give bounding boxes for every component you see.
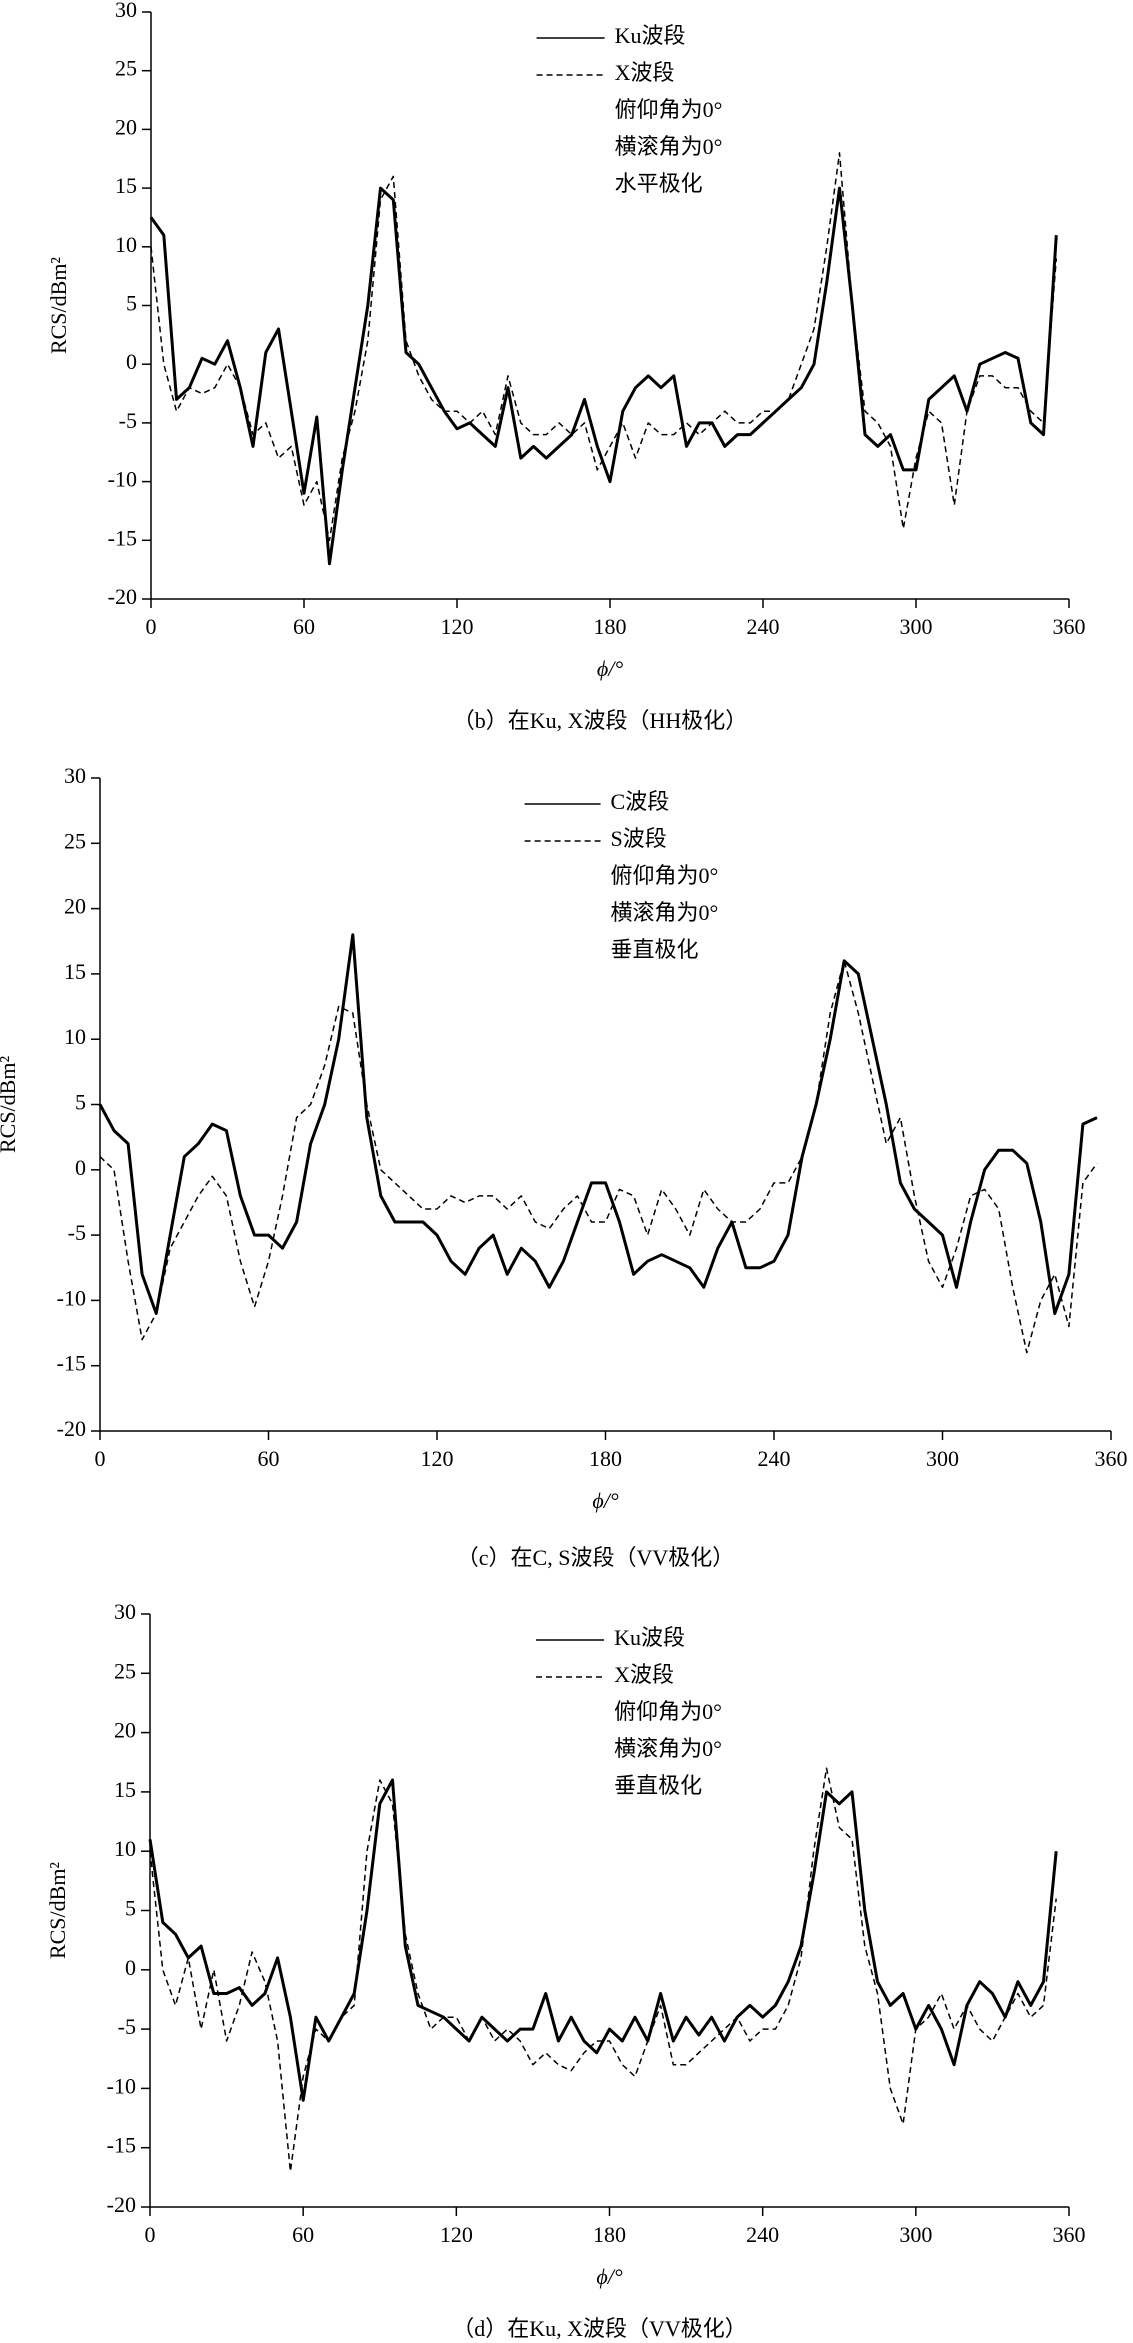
y-tick-label: 0 (125, 1955, 136, 1980)
series-line (150, 152, 1058, 542)
x-tick-label: 360 (1053, 614, 1086, 639)
x-tick-label: 300 (899, 2222, 932, 2247)
x-tick-label: 120 (441, 614, 474, 639)
x-tick-label: 300 (926, 1446, 959, 1471)
x-axis-label: ϕ/° (596, 2264, 622, 2289)
x-tick-label: 0 (146, 614, 157, 639)
y-tick-label: 30 (64, 763, 86, 788)
x-tick-label: 240 (758, 1446, 791, 1471)
legend-label: Ku波段 (615, 23, 686, 48)
x-tick-label: 0 (145, 2222, 156, 2247)
y-tick-label: -5 (118, 2014, 136, 2039)
y-tick-label: -15 (108, 525, 137, 550)
x-tick-label: 0 (95, 1446, 106, 1471)
annotation: 俯仰角为0° (611, 863, 719, 888)
y-tick-label: 5 (126, 291, 137, 316)
annotation: 横滚角为0° (611, 900, 719, 925)
y-tick-label: 20 (115, 114, 137, 139)
y-tick-label: 10 (115, 232, 137, 257)
caption: （c）在C, S波段（VV极化） (457, 1545, 734, 1570)
y-tick-label: 5 (125, 1896, 136, 1921)
y-tick-label: 15 (64, 959, 86, 984)
y-tick-label: -20 (107, 2192, 136, 2217)
x-axis-label: ϕ/° (592, 1488, 618, 1513)
legend-label: X波段 (614, 1662, 674, 1687)
y-tick-label: 0 (75, 1155, 86, 1180)
y-tick-label: 5 (75, 1090, 86, 1115)
annotation: 水平极化 (615, 171, 703, 196)
y-tick-label: 15 (115, 173, 137, 198)
y-tick-label: -20 (57, 1416, 86, 1441)
annotation: 俯仰角为0° (614, 1699, 722, 1724)
legend-label: Ku波段 (614, 1625, 685, 1650)
x-tick-label: 180 (589, 1446, 622, 1471)
y-axis-label: RCS/dBm² (46, 257, 71, 354)
y-tick-label: 0 (126, 349, 137, 374)
y-tick-label: 20 (114, 1718, 136, 1743)
y-tick-label: -5 (119, 408, 137, 433)
annotation: 垂直极化 (614, 1773, 702, 1798)
series-line (98, 933, 1098, 1315)
y-tick-label: -15 (57, 1351, 86, 1376)
x-tick-label: 120 (440, 2222, 473, 2247)
x-tick-label: 180 (593, 2222, 626, 2247)
legend-label: S波段 (611, 826, 667, 851)
x-tick-label: 120 (421, 1446, 454, 1471)
x-tick-label: 300 (900, 614, 933, 639)
y-tick-label: -15 (107, 2133, 136, 2158)
x-tick-label: 60 (258, 1446, 280, 1471)
series-line (99, 960, 1098, 1354)
y-tick-label: 30 (115, 0, 137, 22)
x-tick-label: 60 (292, 2222, 314, 2247)
y-tick-label: 30 (114, 1599, 136, 1624)
x-tick-label: 60 (293, 614, 315, 639)
annotation: 垂直极化 (611, 937, 699, 962)
y-tick-label: -10 (108, 467, 137, 492)
x-tick-label: 240 (747, 614, 780, 639)
y-tick-label: 10 (114, 1836, 136, 1861)
x-axis-label: ϕ/° (597, 656, 623, 681)
series-line (149, 1767, 1057, 2173)
y-tick-label: 25 (64, 828, 86, 853)
y-tick-label: 25 (115, 56, 137, 81)
y-axis-label: RCS/dBm² (0, 1056, 20, 1153)
x-tick-label: 180 (594, 614, 627, 639)
y-tick-label: 10 (64, 1024, 86, 1049)
y-tick-label: 25 (114, 1658, 136, 1683)
series-line (148, 1778, 1058, 2102)
y-tick-label: -10 (57, 1285, 86, 1310)
caption: （b）在Ku, X波段（HH极化） (453, 708, 748, 733)
y-tick-label: 20 (64, 894, 86, 919)
series-line (149, 186, 1058, 566)
annotation: 横滚角为0° (615, 134, 723, 159)
annotation: 横滚角为0° (614, 1736, 722, 1761)
y-tick-label: 15 (114, 1777, 136, 1802)
x-tick-label: 360 (1095, 1446, 1128, 1471)
legend-label: X波段 (615, 60, 675, 85)
y-axis-label: RCS/dBm² (45, 1862, 70, 1959)
legend-label: C波段 (611, 789, 670, 814)
annotation: 俯仰角为0° (615, 97, 723, 122)
x-tick-label: 360 (1053, 2222, 1086, 2247)
y-tick-label: -5 (68, 1220, 86, 1245)
y-tick-label: -20 (108, 584, 137, 609)
y-tick-label: -10 (107, 2073, 136, 2098)
x-tick-label: 240 (746, 2222, 779, 2247)
caption: （d）在Ku, X波段（VV极化） (452, 2316, 747, 2341)
